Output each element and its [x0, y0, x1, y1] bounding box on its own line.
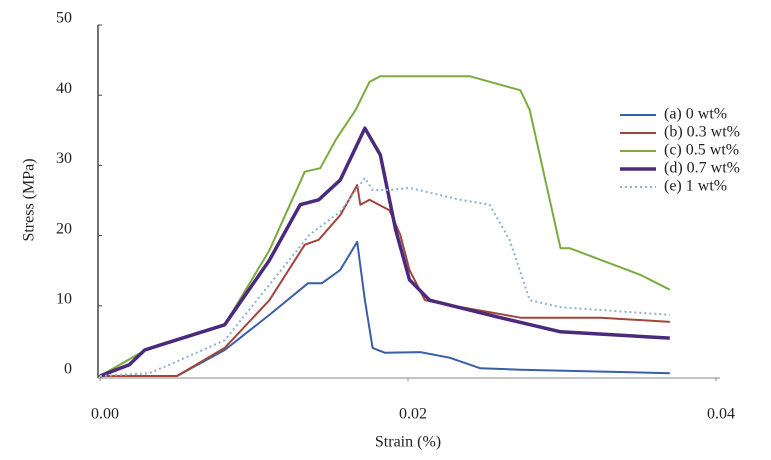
legend-label: (b) 0.3 wt% — [664, 124, 740, 141]
x-tick-label: 0.02 — [399, 406, 427, 423]
y-tick-label: 40 — [56, 80, 72, 97]
y-axis-label: Stress (MPa) — [21, 158, 38, 241]
y-tick-label: 10 — [56, 290, 72, 307]
data-line — [100, 185, 670, 376]
y-tick-label: 50 — [56, 10, 72, 27]
x-tick-label: 0.00 — [91, 406, 119, 423]
chart: Stress (MPa) Strain (%) 0 10 20 30 40 50 0.00 0… — [0, 0, 771, 455]
legend-label: (d) 0.7 wt% — [664, 160, 740, 177]
legend-label: (c) 0.5 wt% — [664, 142, 739, 159]
data-line — [100, 76, 670, 376]
legend-label: (a) 0 wt% — [664, 106, 727, 123]
y-tick-label: 0 — [64, 361, 72, 378]
x-tick-label: 0.04 — [707, 406, 735, 423]
y-tick-label: 20 — [56, 220, 72, 237]
data-line — [100, 128, 670, 376]
y-tick-label: 30 — [56, 150, 72, 167]
data-line — [100, 242, 670, 376]
legend-label: (e) 1 wt% — [664, 178, 727, 195]
x-axis-label: Strain (%) — [375, 434, 441, 451]
